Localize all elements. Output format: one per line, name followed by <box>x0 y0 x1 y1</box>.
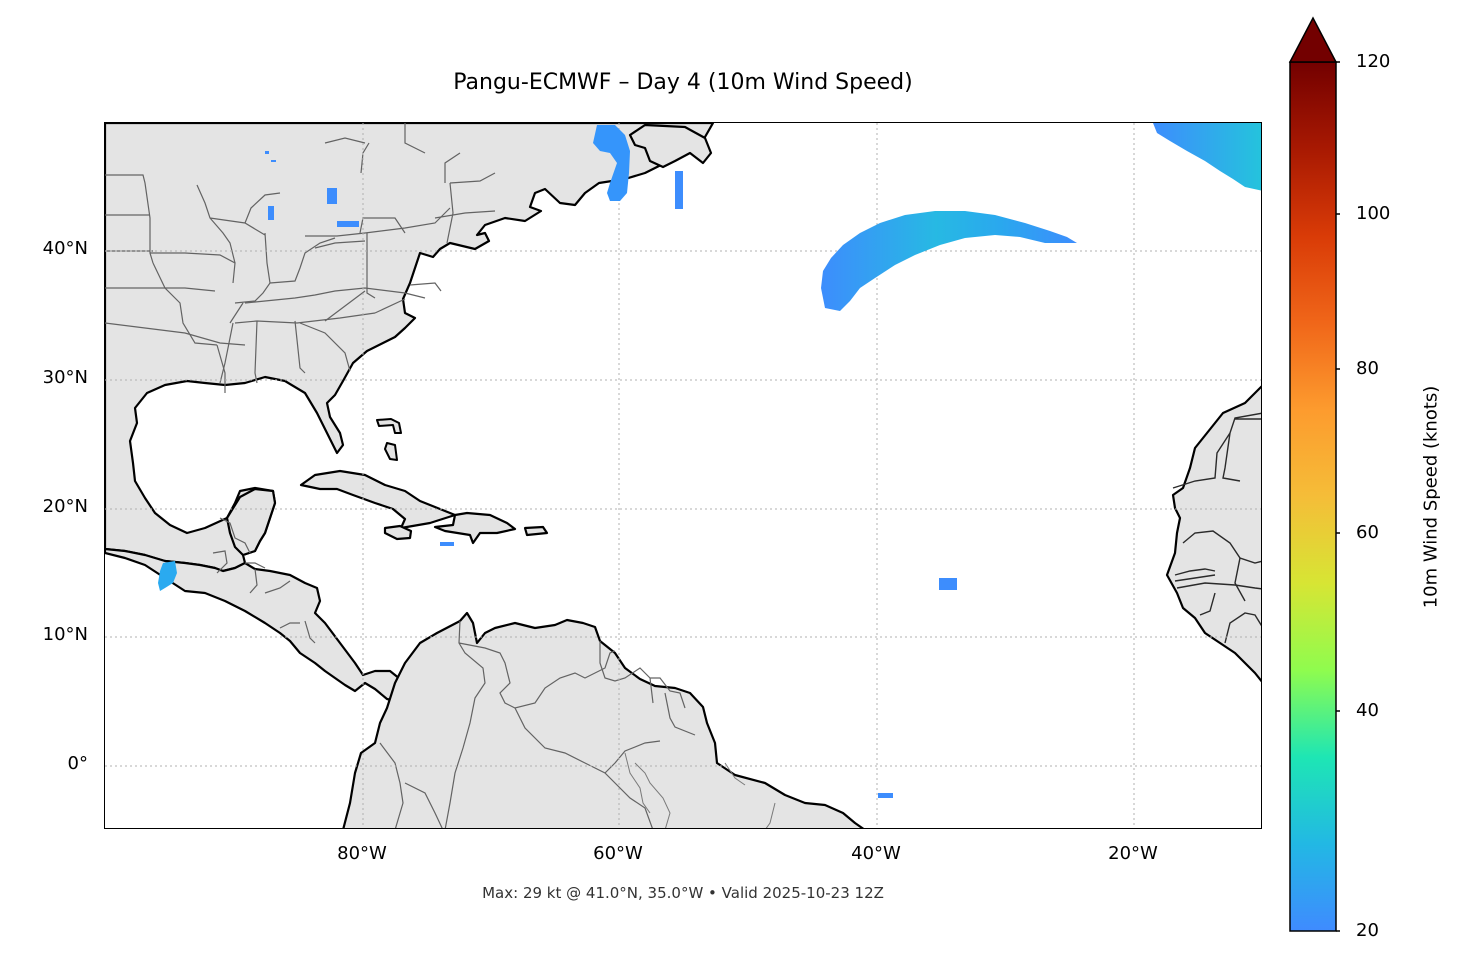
map-panel <box>104 122 1262 829</box>
land-yucatan <box>225 487 277 557</box>
land-cuba <box>299 469 457 530</box>
chart-title: Pangu-ECMWF – Day 4 (10m Wind Speed) <box>453 70 913 95</box>
wind-region-ne-atlantic-corner <box>1153 123 1261 191</box>
wind-region-ne-brazil <box>878 793 893 798</box>
wind-speed-field <box>158 123 1261 798</box>
colorbar-tick-label: 100 <box>1356 203 1391 224</box>
land-hispaniola <box>433 511 517 545</box>
lat-tick-label: 10°N <box>42 624 88 645</box>
state-country-borders <box>105 123 696 828</box>
max-wind-caption: Max: 29 kt @ 41.0°N, 35.0°W • Valid 2025… <box>482 884 884 902</box>
grey-thin-borders <box>624 752 776 828</box>
land-bahamas <box>376 418 402 461</box>
wind-region-superior-2 <box>271 160 276 162</box>
colorbar-extend-arrow <box>1288 16 1338 63</box>
wind-region-lake-michigan <box>268 206 274 220</box>
colorbar <box>1288 16 1340 932</box>
lon-tick-label: 80°W <box>337 843 387 864</box>
land-south-america <box>342 611 865 828</box>
colorbar-tick-label: 20 <box>1356 920 1379 941</box>
colorbar-tick-label: 40 <box>1356 700 1379 721</box>
land-newfoundland <box>628 123 713 169</box>
wind-region-hispaniola-south <box>440 542 454 546</box>
colorbar-tick-label: 60 <box>1356 522 1379 543</box>
lat-tick-label: 20°N <box>42 496 88 517</box>
lat-tick-label: 0° <box>67 753 88 774</box>
lon-tick-label: 40°W <box>851 843 901 864</box>
land-africa <box>1165 385 1261 683</box>
lon-tick-label: 60°W <box>593 843 643 864</box>
wind-region-superior-1 <box>265 151 269 154</box>
wind-region-lake-erie <box>337 221 359 227</box>
map-canvas <box>105 123 1261 828</box>
wind-region-lake-huron <box>327 188 337 204</box>
land-puerto-rico <box>523 525 549 537</box>
lon-tick-label: 20°W <box>1108 843 1158 864</box>
lat-tick-label: 40°N <box>42 238 88 259</box>
colorbar-label: 10m Wind Speed (knots) <box>1420 385 1442 609</box>
land-jamaica <box>383 524 413 541</box>
wind-region-newfoundland-south <box>675 171 683 209</box>
africa-borders <box>1172 412 1261 644</box>
gridlines <box>105 123 1261 828</box>
colorbar-tick-label: 120 <box>1356 51 1391 72</box>
lat-tick-label: 30°N <box>42 367 88 388</box>
wind-region-gulf-st-lawrence <box>593 125 630 201</box>
wind-region-tropical-atlantic <box>939 578 957 590</box>
wind-region-tehuantepec <box>158 561 177 591</box>
wind-region-central-atlantic-arc <box>821 211 1077 311</box>
colorbar-tick-label: 80 <box>1356 358 1379 379</box>
